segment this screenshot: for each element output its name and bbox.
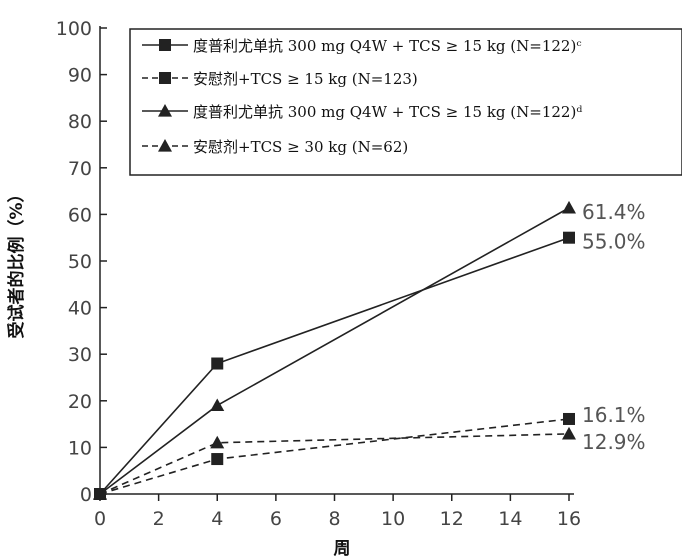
y-tick-label: 10	[68, 437, 92, 459]
y-axis: 0 10 20 30 40 50 60 70 80 90 100	[56, 18, 107, 506]
x-tick-label: 14	[498, 508, 522, 530]
data-point-marker	[93, 487, 107, 500]
series-1	[94, 231, 575, 500]
legend-entry-label: 安慰剂+TCS ≥ 15 kg (N=123)	[193, 70, 418, 88]
x-tick-label: 6	[270, 508, 282, 530]
series-line	[99, 418, 570, 495]
data-point-marker	[563, 231, 575, 244]
legend-entry-label: 度普利尤单抗 300 mg Q4W + TCS ≥ 15 kg (N=122)ᶜ	[193, 37, 582, 55]
y-tick-label: 60	[68, 204, 92, 226]
end-value-label: 61.4%	[582, 200, 646, 224]
data-point-marker	[210, 398, 225, 412]
series-line	[99, 207, 570, 495]
series-2	[94, 412, 575, 500]
y-tick-label: 50	[68, 251, 92, 273]
legend: 度普利尤单抗 300 mg Q4W + TCS ≥ 15 kg (N=122)ᶜ…	[129, 28, 682, 176]
x-tick-label: 10	[381, 508, 405, 530]
legend-marker	[158, 104, 172, 117]
x-axis: 0 2 4 6 8 10 12 14 16	[94, 493, 581, 530]
end-value-label: 55.0%	[582, 230, 646, 254]
y-tick-label: 80	[68, 111, 92, 133]
end-value-label: 16.1%	[582, 403, 646, 427]
data-point-marker	[562, 200, 576, 214]
legend-marker	[159, 72, 171, 84]
end-value-label: 12.9%	[582, 430, 646, 454]
y-axis-title: 受试者的比例（%）	[6, 185, 27, 338]
x-tick-label: 0	[94, 508, 106, 530]
legend-marker	[158, 139, 172, 152]
data-point-marker	[562, 426, 576, 440]
data-point-marker	[210, 435, 225, 449]
data-point-marker	[211, 357, 224, 370]
y-tick-label: 30	[68, 344, 92, 366]
y-tick-label: 0	[80, 484, 92, 506]
legend-marker	[159, 39, 171, 51]
data-point-marker	[211, 453, 224, 466]
end-labels: 55.0% 16.1% 61.4% 12.9%	[582, 200, 646, 454]
x-tick-label: 12	[440, 508, 464, 530]
series-layer	[93, 200, 576, 500]
x-tick-label: 4	[211, 508, 223, 530]
x-tick-label: 2	[153, 508, 165, 530]
x-tick-label: 16	[557, 508, 581, 530]
data-point-marker	[563, 412, 575, 425]
y-tick-label: 40	[68, 298, 92, 320]
legend-entry-label: 度普利尤单抗 300 mg Q4W + TCS ≥ 15 kg (N=122)ᵈ	[193, 103, 582, 121]
series-3	[93, 200, 576, 500]
x-tick-label: 8	[328, 508, 340, 530]
y-tick-label: 70	[68, 158, 92, 180]
legend-box	[129, 28, 682, 176]
legend-entry-label: 安慰剂+TCS ≥ 30 kg (N=62)	[193, 138, 408, 156]
y-tick-label: 90	[68, 65, 92, 87]
series-line	[99, 236, 570, 495]
y-tick-label: 100	[56, 18, 92, 40]
x-axis-title: 周	[334, 539, 351, 557]
series-line	[99, 433, 570, 495]
y-tick-label: 20	[68, 391, 92, 413]
series-4	[93, 426, 576, 500]
